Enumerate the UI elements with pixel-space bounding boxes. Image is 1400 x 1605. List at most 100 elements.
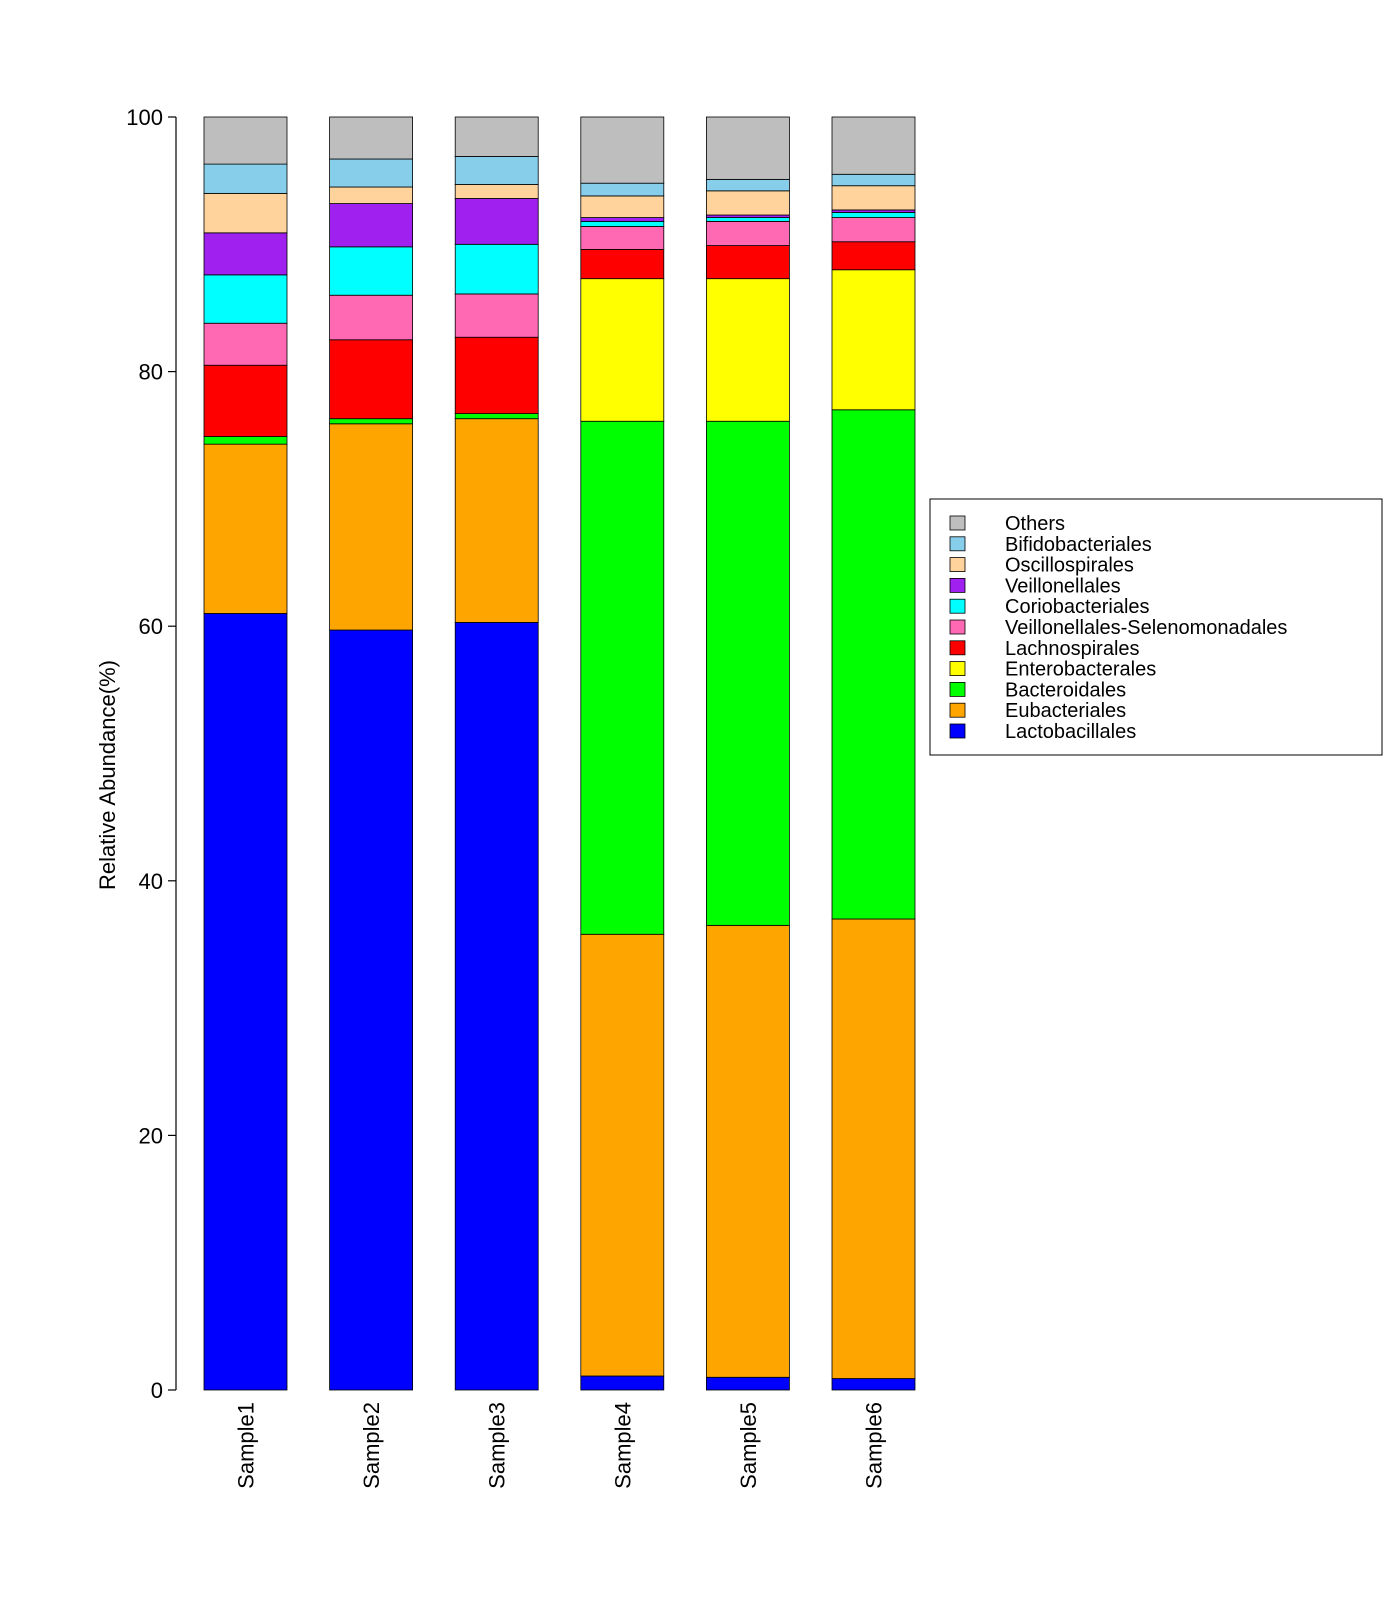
bar-segment-lachnospirales-sample5 <box>706 245 790 280</box>
x-tick-label-sample3: Sample3 <box>485 1402 510 1489</box>
legend-swatch-lachnospirales <box>949 640 966 656</box>
bar-segment-oscillospirales-sample2 <box>329 186 414 204</box>
bar-segment-veillonellales-selenomonadales-sample2 <box>329 294 414 341</box>
bar-segment-veillonellales-selenomonadales-sample3 <box>454 293 539 338</box>
bar-segment-bacteroidales-sample2 <box>329 418 414 425</box>
bar-segment-coriobacteriales-sample3 <box>454 243 539 295</box>
y-tick-label: 40 <box>139 869 163 894</box>
bar-segment-enterobacterales-sample6 <box>831 269 916 411</box>
y-axis: 0 20 40 60 80 100 <box>126 105 177 1403</box>
legend-label-bifidobacteriales: Bifidobacteriales <box>1005 534 1152 556</box>
bar-segment-others-sample5 <box>706 116 790 180</box>
bar-segment-veillonellales-selenomonadales-sample5 <box>706 220 790 246</box>
bar-segment-others-sample4 <box>580 116 665 184</box>
bar-segment-lactobacillales-sample5 <box>706 1376 790 1391</box>
legend-label-lactobacillales: Lactobacillales <box>1005 721 1136 743</box>
bar-segment-coriobacteriales-sample4 <box>580 220 665 227</box>
legend-label-bacteroidales: Bacteroidales <box>1005 679 1126 701</box>
bar-segment-coriobacteriales-sample1 <box>203 274 288 324</box>
bar-segment-lactobacillales-sample2 <box>329 629 414 1391</box>
bar-segment-others-sample2 <box>329 116 414 160</box>
bar-segment-lactobacillales-sample1 <box>203 613 288 1391</box>
legend-swatch-veillonellales-selenomonadales <box>949 619 966 635</box>
bar-segment-veillonellales-selenomonadales-sample1 <box>203 322 288 366</box>
bar-segment-lactobacillales-sample6 <box>831 1378 916 1391</box>
bar-segment-bacteroidales-sample1 <box>203 436 288 445</box>
legend-label-coriobacteriales: Coriobacteriales <box>1005 596 1150 618</box>
bar-segment-oscillospirales-sample5 <box>706 190 790 216</box>
bar-segment-eubacteriales-sample4 <box>580 933 665 1377</box>
bar-segment-oscillospirales-sample1 <box>203 192 288 234</box>
legend-swatch-veillonellales <box>949 578 966 593</box>
legend-swatch-coriobacteriales <box>949 598 966 614</box>
bar-segment-coriobacteriales-sample6 <box>831 212 916 218</box>
bar-segment-eubacteriales-sample2 <box>329 423 414 631</box>
bar-segment-bifidobacteriales-sample1 <box>203 163 288 194</box>
legend-swatch-oscillospirales <box>949 557 966 572</box>
bar-segment-veillonellales-sample4 <box>580 217 665 222</box>
legend-label-veillonellales-selenomonadales: Veillonellales-Selenomonadales <box>1005 617 1287 639</box>
legend-label-oscillospirales: Oscillospirales <box>1005 555 1134 577</box>
bar-segment-eubacteriales-sample5 <box>706 924 790 1378</box>
bar-segment-enterobacterales-sample4 <box>580 278 665 422</box>
legend-swatch-eubacteriales <box>949 702 966 718</box>
x-tick-label-sample4: Sample4 <box>610 1402 635 1489</box>
x-axis: Sample1 Sample2 Sample3 Sample4 Sample5 Sampl… <box>234 1402 887 1489</box>
y-tick-label: 100 <box>126 105 163 130</box>
bar-segment-oscillospirales-sample6 <box>831 185 916 211</box>
bar-segment-bifidobacteriales-sample6 <box>831 173 916 187</box>
y-tick-label: 60 <box>139 614 163 639</box>
x-tick-label-sample5: Sample5 <box>736 1402 761 1489</box>
bar-segment-coriobacteriales-sample2 <box>329 246 414 296</box>
legend-box <box>929 498 1383 756</box>
y-tick-label: 0 <box>151 1378 163 1403</box>
bar-segment-bifidobacteriales-sample5 <box>706 178 790 192</box>
x-tick-label-sample1: Sample1 <box>234 1402 259 1489</box>
legend-label-veillonellales: Veillonellales <box>1005 575 1121 597</box>
bar-segment-oscillospirales-sample3 <box>454 184 539 199</box>
legend: OthersBifidobacterialesOscillospiralesVe… <box>929 498 1383 756</box>
legend-label-lachnospirales: Lachnospirales <box>1005 638 1140 660</box>
bar-segment-lachnospirales-sample4 <box>580 248 665 280</box>
bar-segment-bifidobacteriales-sample2 <box>329 158 414 188</box>
bar-segment-bacteroidales-sample5 <box>706 420 790 926</box>
x-tick-label-sample2: Sample2 <box>359 1402 384 1489</box>
bar-segment-others-sample1 <box>203 116 288 165</box>
bar-segment-oscillospirales-sample4 <box>580 195 665 218</box>
bar-segment-enterobacterales-sample5 <box>706 278 790 422</box>
legend-swatch-enterobacterales <box>949 661 966 676</box>
legend-swatch-bacteroidales <box>949 682 966 697</box>
bar-segment-bacteroidales-sample4 <box>580 420 665 935</box>
bar-segment-others-sample6 <box>831 116 916 175</box>
bars-layer <box>203 116 916 1391</box>
bar-segment-veillonellales-sample2 <box>329 203 414 248</box>
bar-segment-bifidobacteriales-sample3 <box>454 156 539 185</box>
bar-segment-eubacteriales-sample1 <box>203 443 288 614</box>
bar-segment-lachnospirales-sample1 <box>203 364 288 437</box>
bar-segment-lachnospirales-sample3 <box>454 336 539 415</box>
legend-swatch-others <box>949 515 966 531</box>
x-tick-label-sample6: Sample6 <box>862 1402 887 1489</box>
y-tick-label: 20 <box>139 1123 163 1148</box>
bar-segment-bifidobacteriales-sample4 <box>580 182 665 197</box>
bar-segment-bacteroidales-sample6 <box>831 409 916 920</box>
bar-segment-lactobacillales-sample4 <box>580 1375 665 1391</box>
bar-segment-lachnospirales-sample2 <box>329 339 414 420</box>
bar-segment-veillonellales-selenomonadales-sample4 <box>580 226 665 250</box>
y-axis-label: Relative Abundance(%) <box>95 660 120 890</box>
bar-segment-veillonellales-sample1 <box>203 232 288 276</box>
bar-segment-veillonellales-selenomonadales-sample6 <box>831 217 916 243</box>
bar-segment-eubacteriales-sample3 <box>454 418 539 623</box>
bar-segment-veillonellales-sample3 <box>454 198 539 245</box>
legend-label-eubacteriales: Eubacteriales <box>1005 700 1126 722</box>
legend-label-enterobacterales: Enterobacterales <box>1005 659 1156 681</box>
y-tick-label: 80 <box>139 360 163 385</box>
bar-segment-others-sample3 <box>454 116 539 157</box>
bar-segment-eubacteriales-sample6 <box>831 918 916 1379</box>
bar-segment-lachnospirales-sample6 <box>831 241 916 271</box>
bar-segment-lactobacillales-sample3 <box>454 621 539 1391</box>
legend-label-others: Others <box>1005 513 1065 535</box>
legend-swatch-bifidobacteriales <box>949 536 966 552</box>
